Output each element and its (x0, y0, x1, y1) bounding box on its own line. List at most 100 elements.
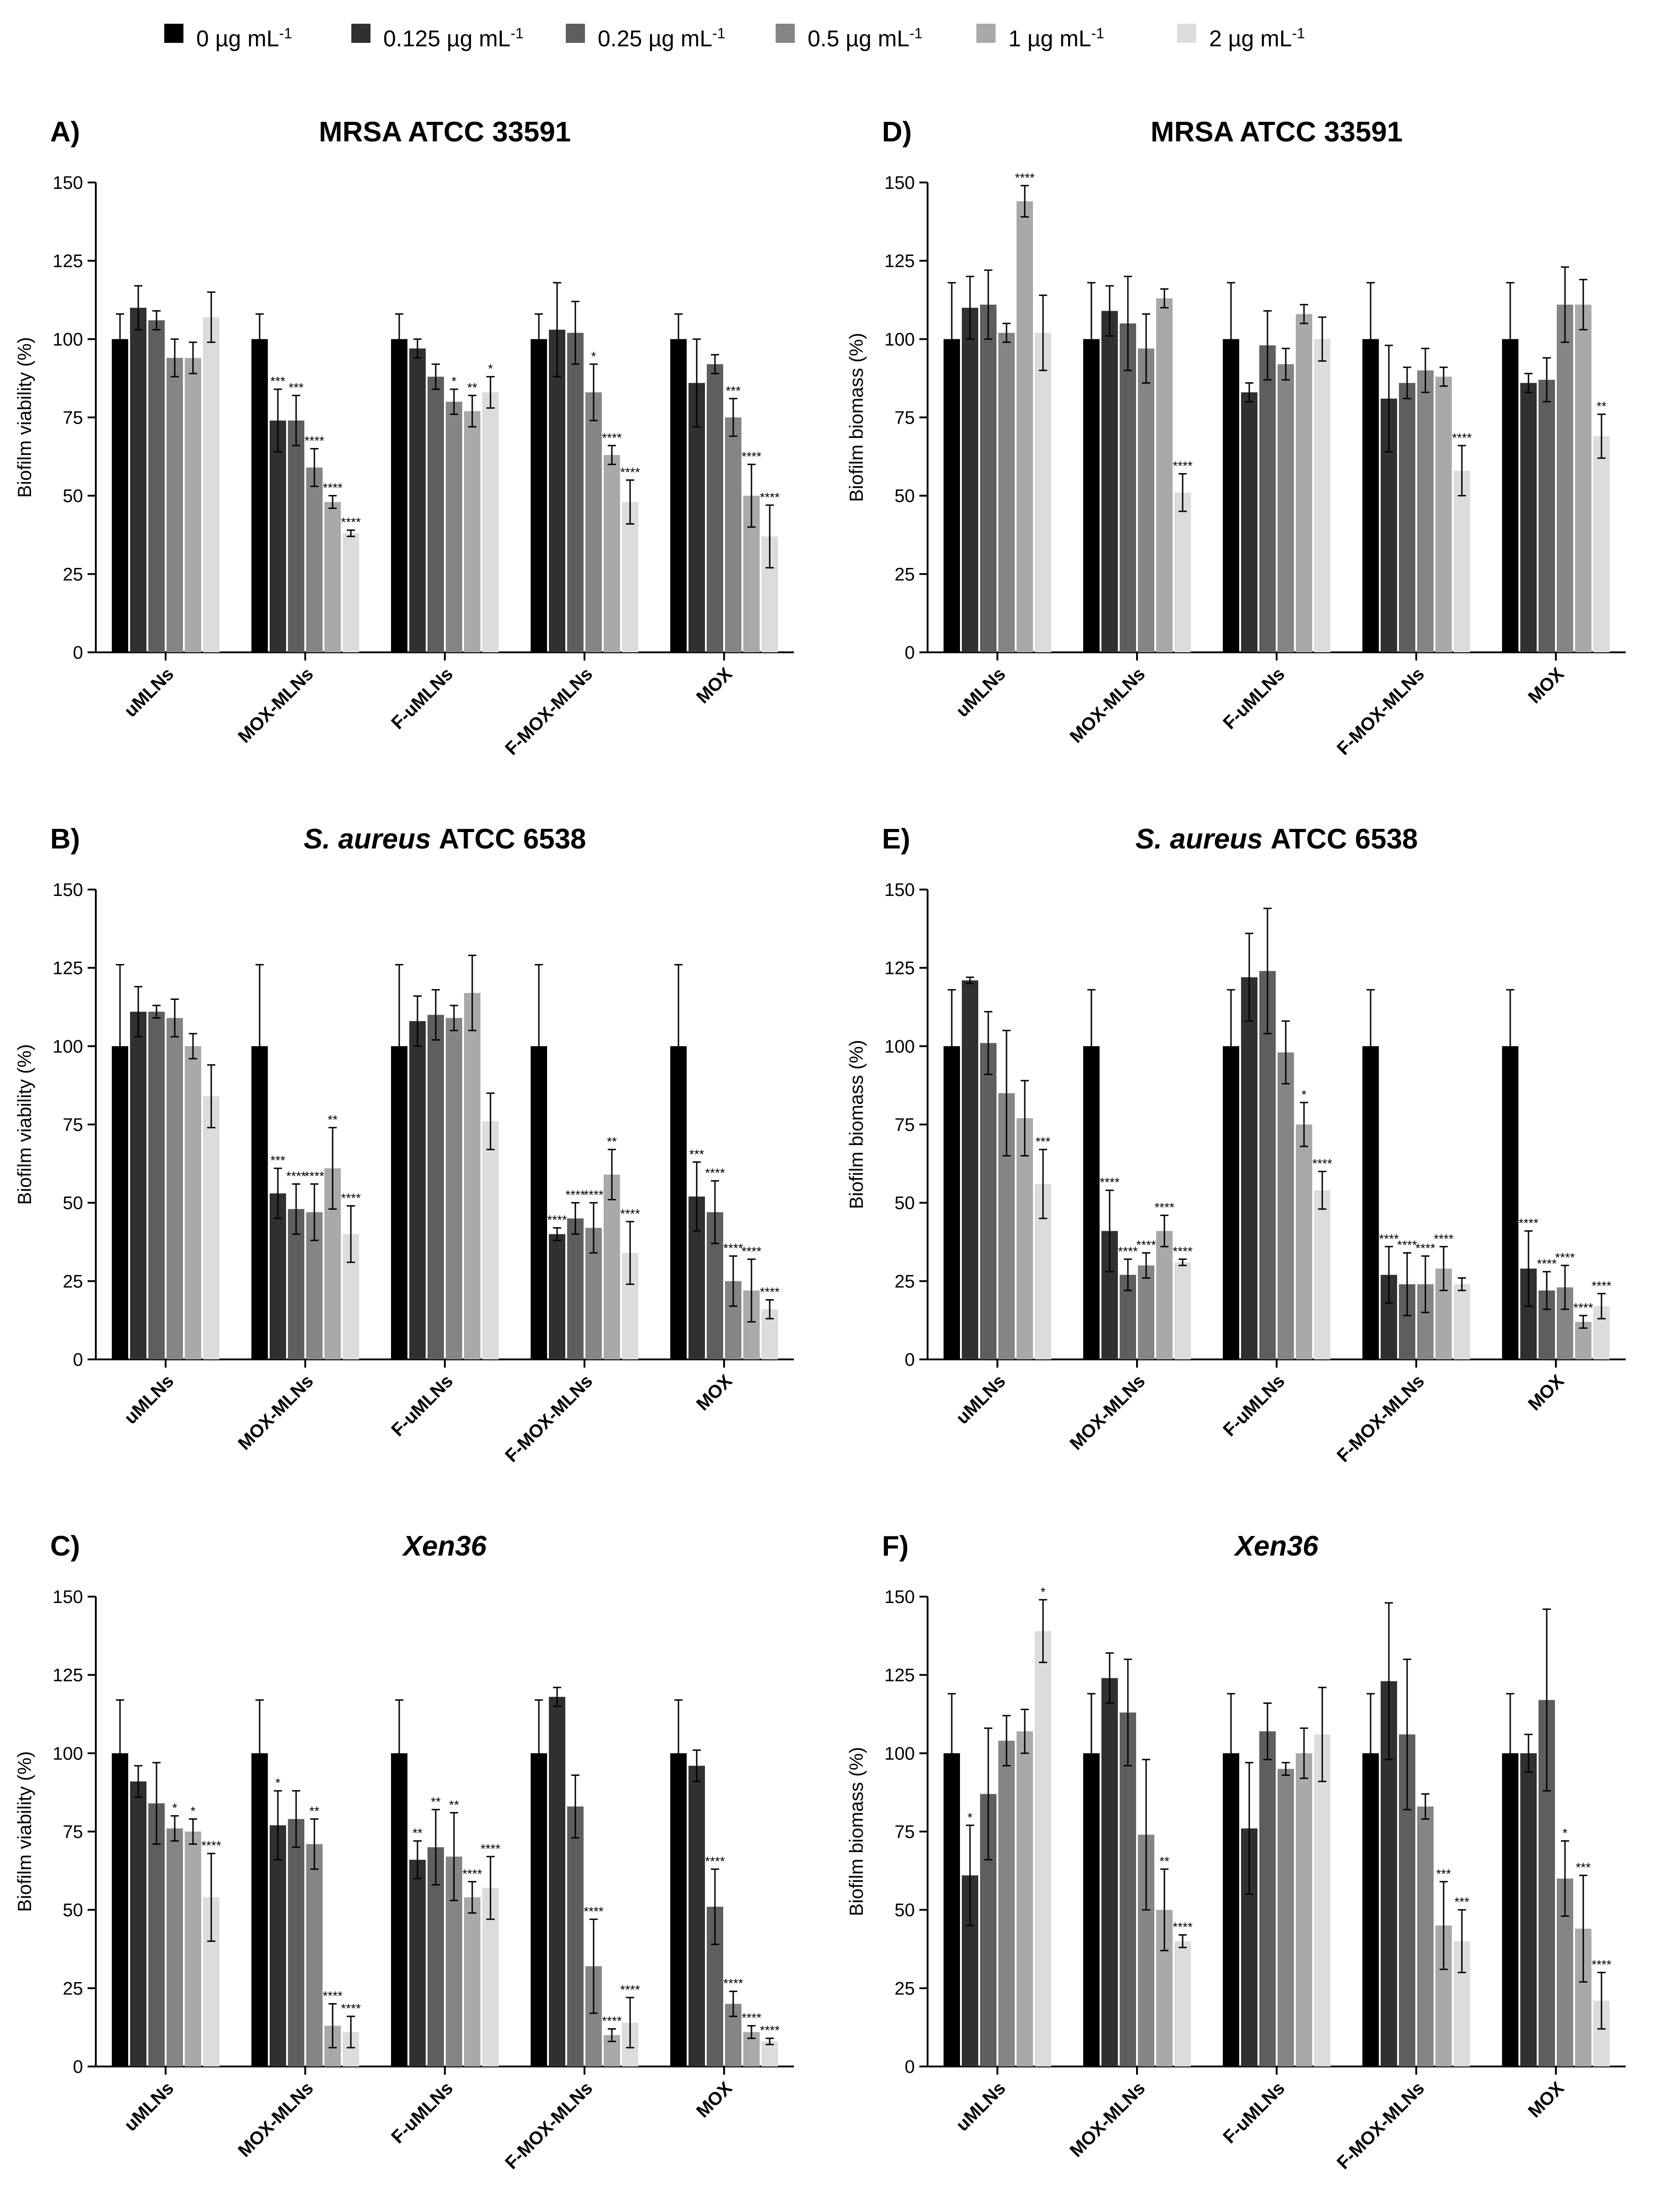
significance-label: **** (1452, 431, 1472, 445)
bar (1156, 1231, 1173, 1359)
x-tick-label: F-MOX-MLNs (501, 664, 597, 759)
bar (1241, 977, 1257, 1359)
x-tick-label: F-MOX-MLNs (501, 2078, 597, 2173)
bar (549, 1234, 565, 1359)
y-tick-label: 50 (63, 486, 83, 506)
bar (1120, 323, 1136, 652)
bar (1241, 392, 1257, 652)
bar (567, 1806, 584, 2066)
significance-label: **** (1154, 1200, 1174, 1214)
significance-label: **** (565, 1188, 585, 1202)
significance-label: * (191, 1804, 196, 1818)
bar (306, 467, 323, 652)
significance-label: **** (341, 2001, 361, 2015)
bar (167, 1828, 183, 2066)
y-tick-label: 150 (884, 1587, 915, 1607)
significance-label: **** (1537, 1257, 1557, 1271)
significance-label: **** (723, 1241, 743, 1255)
bar (604, 1174, 620, 1359)
bar (1138, 348, 1154, 652)
y-tick-label: 100 (884, 329, 915, 349)
bar (1101, 311, 1118, 652)
bar (998, 1740, 1015, 2066)
bar (1417, 1806, 1434, 2066)
x-tick-label: uMLNs (952, 664, 1009, 721)
bar (270, 1825, 286, 2066)
significance-label: **** (1173, 459, 1193, 473)
significance-label: *** (289, 380, 304, 395)
x-tick-label: MOX (1524, 1371, 1568, 1415)
bar (549, 1697, 565, 2066)
x-tick-label: MOX-MLNs (1066, 1371, 1149, 1454)
bar (998, 333, 1015, 652)
bar (1259, 345, 1276, 652)
significance-label: **** (602, 431, 622, 445)
bar (203, 1096, 219, 1359)
bar (1314, 1734, 1330, 2066)
bar (409, 348, 426, 652)
chart-title: S. aureus ATCC 6538 (1135, 823, 1418, 855)
y-tick-label: 75 (63, 1115, 83, 1135)
significance-label: **** (1397, 1238, 1417, 1252)
bar (324, 502, 341, 652)
bar (167, 1018, 183, 1359)
y-tick-label: 50 (63, 1193, 83, 1213)
x-tick-label: MOX-MLNs (234, 664, 317, 747)
chart-panel-e: E) S. aureus ATCC 6538 0 25 50 75 100 125 150 Bio… (845, 823, 1626, 1466)
bar (1035, 1631, 1051, 2066)
legend-label: 0.25 µg mL-1 (598, 25, 725, 52)
bar (549, 329, 565, 652)
significance-label: **** (760, 2023, 780, 2037)
bar (1520, 1753, 1537, 2066)
bar (1314, 339, 1330, 652)
bar (962, 980, 978, 1359)
bar (1557, 304, 1573, 652)
significance-label: ** (467, 380, 477, 395)
bar (1259, 971, 1276, 1359)
x-tick-label: MOX (1524, 2078, 1568, 2122)
y-tick-label: 0 (73, 1350, 83, 1370)
bar (689, 383, 705, 652)
bar (567, 333, 584, 652)
chart-panel-f: F) Xen36 0 25 50 75 100 125 150 Biofilm biomass (… (845, 1530, 1626, 2173)
chart-title: MRSA ATCC 33591 (1151, 116, 1403, 148)
bar (762, 2041, 778, 2066)
y-tick-label: 150 (52, 1587, 83, 1607)
bar (707, 364, 723, 652)
bar (288, 1819, 304, 2066)
bar (567, 1218, 584, 1359)
y-tick-label: 75 (63, 408, 83, 428)
significance-label: **** (741, 2011, 762, 2025)
significance-label: *** (1576, 1860, 1591, 1874)
bar (270, 420, 286, 652)
bar (980, 1043, 996, 1359)
panel-label: F) (882, 1530, 909, 1562)
x-tick-label: F-uMLNs (387, 664, 457, 733)
bar (185, 358, 201, 652)
x-tick-label: MOX (693, 2078, 736, 2122)
significance-label: **** (584, 1188, 604, 1202)
y-tick-label: 125 (52, 958, 83, 978)
y-tick-label: 25 (895, 1978, 915, 1999)
significance-label: * (172, 1801, 177, 1815)
significance-label: **** (1173, 1244, 1193, 1258)
significance-label: **** (201, 1838, 221, 1853)
bar (1035, 333, 1051, 652)
bar (1138, 1265, 1154, 1359)
bar (1017, 1731, 1033, 2066)
bar (1017, 201, 1033, 652)
bar (270, 1193, 286, 1359)
significance-label: * (276, 1776, 281, 1790)
significance-label: **** (723, 1976, 743, 1990)
bar (251, 339, 268, 652)
legend-swatch (164, 24, 183, 43)
y-tick-label: 100 (52, 1036, 83, 1057)
y-axis-label: Biofilm biomass (%) (845, 1747, 867, 1916)
bar (446, 401, 462, 652)
y-tick-label: 100 (52, 329, 83, 349)
bar (1174, 1262, 1191, 1359)
chart-panel-c: C) Xen36 0 25 50 75 100 125 150 Biofilm viability… (14, 1530, 794, 2173)
bar (689, 1765, 705, 2066)
bar (288, 420, 304, 652)
panel-label: B) (50, 823, 80, 855)
